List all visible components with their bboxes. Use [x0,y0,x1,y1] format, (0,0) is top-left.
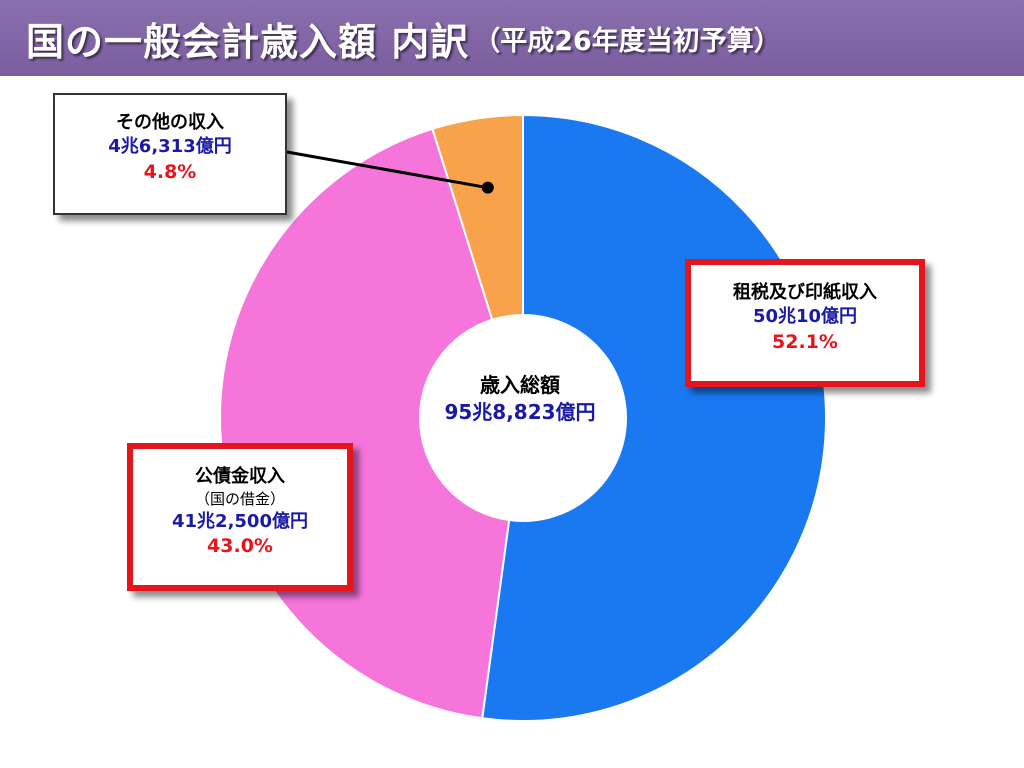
slice-other-income [431,113,524,321]
center-total-label: 歳入総額 95兆8,823億円 [410,372,630,426]
callout-bond-revenue: 公債金収入 （国の借金） 41兆2,500億円 43.0% [127,443,353,591]
connector-dot-other [481,181,494,194]
center-total-value: 95兆8,823億円 [444,400,596,424]
callout-connectors [286,150,494,194]
callout-tax-revenue: 租税及び印紙収入 50兆10億円 52.1% [685,259,925,387]
callout-tax-percent: 52.1% [772,330,838,353]
callout-other-percent: 4.8% [143,160,197,183]
page-subtitle: （平成26年度当初予算） [473,25,781,57]
callout-bond-sub: （国の借金） [194,490,285,509]
callout-bond-value: 41兆2,500億円 [172,510,308,532]
callout-tax-value: 50兆10億円 [752,306,858,328]
connector-line-other [286,150,489,190]
callout-other-value: 4兆6,313億円 [108,136,232,158]
callout-other-income: その他の収入 4兆6,313億円 4.8% [53,93,287,215]
callout-bond-percent: 43.0% [207,534,273,557]
page-title: 国の一般会計歳入額 内訳 [26,19,470,64]
callout-bond-name: 公債金収入 [195,466,285,487]
title-bar: 国の一般会計歳入額 内訳 （平成26年度当初予算） [0,0,1024,76]
center-total-name: 歳入総額 [480,373,560,397]
callout-other-name: その他の収入 [116,112,224,133]
callout-tax-name: 租税及び印紙収入 [733,282,877,303]
